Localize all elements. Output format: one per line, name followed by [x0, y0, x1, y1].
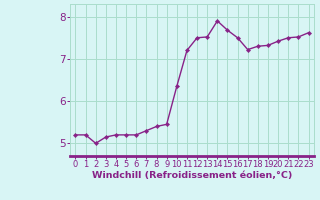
X-axis label: Windchill (Refroidissement éolien,°C): Windchill (Refroidissement éolien,°C)	[92, 171, 292, 180]
